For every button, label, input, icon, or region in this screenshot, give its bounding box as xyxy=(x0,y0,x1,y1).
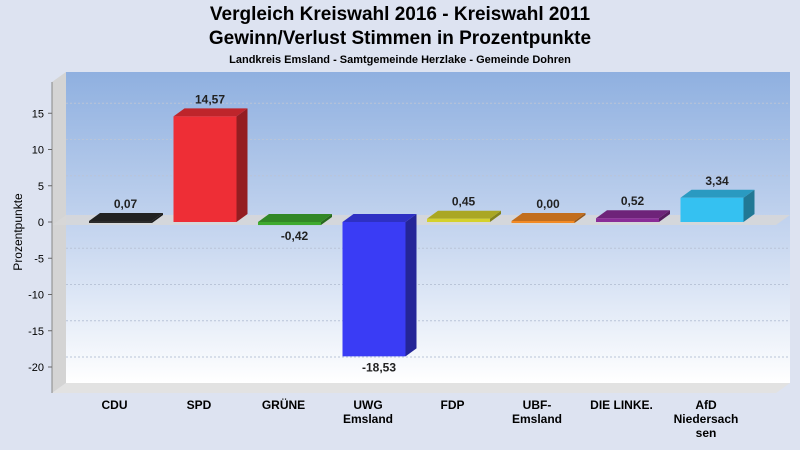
bar xyxy=(511,213,586,223)
y-tick-label: 15 xyxy=(32,108,44,120)
data-label: 0,07 xyxy=(114,197,138,211)
bar-side xyxy=(236,108,248,222)
bar-top xyxy=(511,213,586,221)
y-tick-label: -20 xyxy=(28,362,44,374)
chart-subtitle: Landkreis Emsland - Samtgemeinde Herzlak… xyxy=(229,54,571,66)
bar-side xyxy=(743,189,755,222)
bar xyxy=(427,210,501,222)
category-labels: CDU SPD GRÜNE UWG Emsland FDP UBF-Emsland DIE L… xyxy=(102,397,739,440)
bar xyxy=(258,214,332,226)
data-label: 14,57 xyxy=(195,92,225,106)
y-tick-label: 5 xyxy=(38,181,44,193)
bar-top xyxy=(680,189,755,198)
plot-floor xyxy=(52,383,790,393)
data-label: -18,53 xyxy=(362,360,396,374)
bar-side xyxy=(152,213,163,223)
bar xyxy=(596,210,670,222)
bar-front xyxy=(427,218,490,222)
bar-front xyxy=(511,221,575,223)
category-label: CDU xyxy=(102,398,128,412)
data-label: 3,34 xyxy=(705,174,729,188)
y-tick-label: -10 xyxy=(28,290,44,302)
category-label: FDP xyxy=(441,398,465,412)
bar-top xyxy=(427,210,501,219)
bar-side xyxy=(574,213,586,223)
bar xyxy=(173,108,248,222)
bar xyxy=(680,189,755,222)
data-label: 0,00 xyxy=(536,197,560,211)
plot-side-wall xyxy=(52,72,66,393)
bar-front xyxy=(342,222,406,357)
bar-front xyxy=(173,116,237,222)
category-label: AfD Niedersach sen xyxy=(674,398,739,440)
bar-front xyxy=(258,222,321,226)
bar-top xyxy=(173,108,248,117)
bar-side xyxy=(321,214,332,226)
bar-top xyxy=(89,213,163,221)
bar-top xyxy=(258,214,332,222)
data-label: 0,45 xyxy=(452,195,476,209)
chart-title: Vergleich Kreiswahl 2016 - Kreiswahl 201… xyxy=(209,4,591,25)
bar-side xyxy=(490,210,501,222)
bar-front xyxy=(89,221,152,223)
bars: 0,07 14,57 -0,42 -18,53 0,45 0,00 0,52 3,34 xyxy=(89,92,755,374)
category-label: GRÜNE xyxy=(262,397,305,412)
category-label: SPD xyxy=(187,398,212,412)
y-axis-label: Prozentpunkte xyxy=(11,193,25,271)
chart-title-line2: Gewinn/Verlust Stimmen in Prozentpunkte xyxy=(208,28,592,49)
bar-top xyxy=(596,210,670,219)
y-tick-label: 0 xyxy=(38,217,44,229)
data-label: -0,42 xyxy=(281,229,309,243)
bar-top xyxy=(342,214,417,222)
grid-lines xyxy=(66,102,790,358)
y-tick-label: -5 xyxy=(34,253,44,265)
data-label: 0,52 xyxy=(621,194,645,208)
bar xyxy=(342,214,417,357)
bar-front xyxy=(596,218,659,222)
zero-plane xyxy=(52,215,790,225)
category-label: UWG Emsland xyxy=(343,398,393,426)
y-axis: 15 10 5 0 -5 -10 -15 -20 xyxy=(28,82,53,393)
bar-front xyxy=(680,197,744,222)
y-tick-label: -15 xyxy=(28,326,44,338)
bar-side xyxy=(659,210,670,222)
category-label: DIE LINKE. xyxy=(590,398,653,412)
category-label: UBF-Emsland xyxy=(512,398,562,426)
y-tick-label: 10 xyxy=(32,145,44,157)
bar xyxy=(89,213,163,223)
bar-side xyxy=(405,214,417,357)
